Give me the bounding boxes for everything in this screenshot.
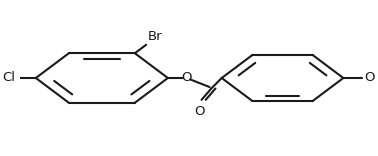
Text: O: O bbox=[195, 105, 205, 118]
Text: O: O bbox=[182, 71, 192, 85]
Text: Br: Br bbox=[147, 30, 162, 43]
Text: Cl: Cl bbox=[2, 71, 15, 85]
Text: O: O bbox=[364, 71, 375, 85]
